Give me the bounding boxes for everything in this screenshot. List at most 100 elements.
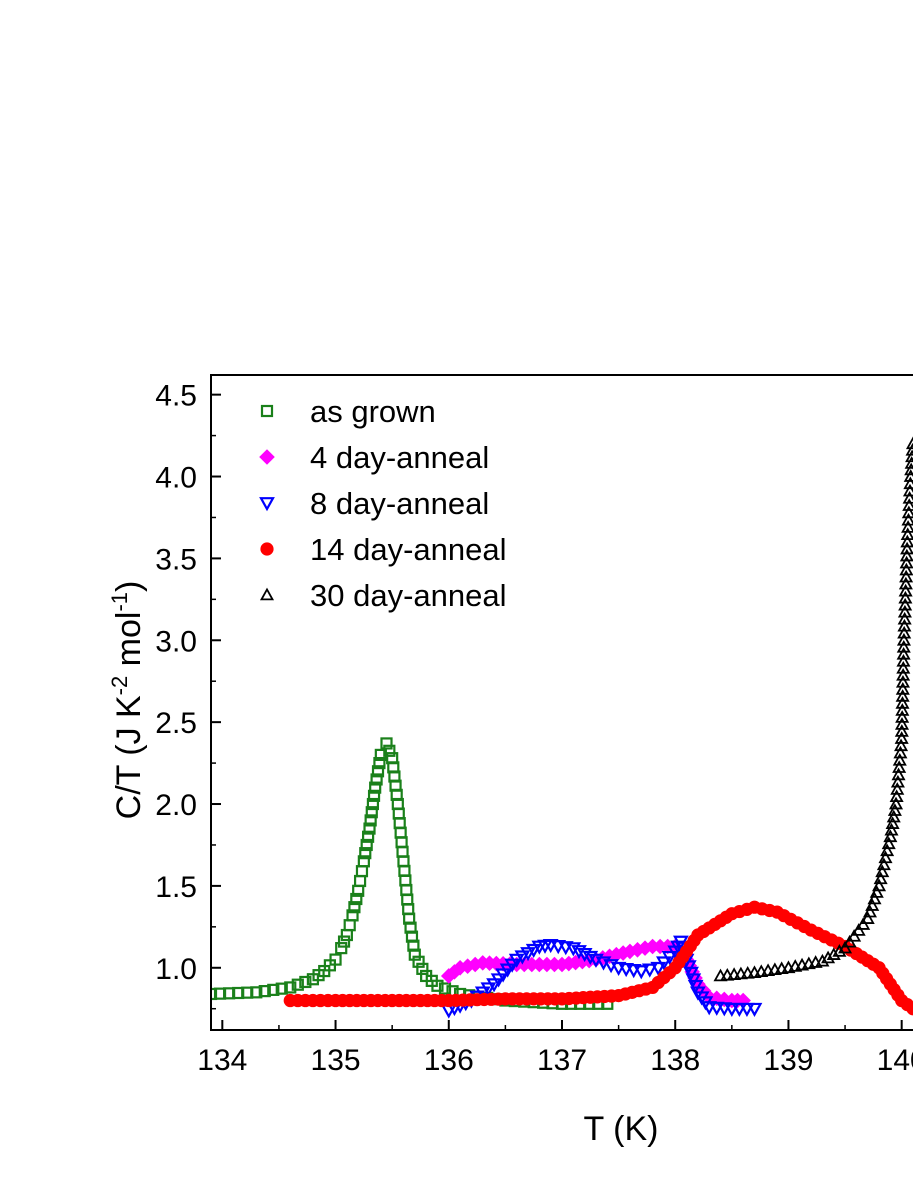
x-tick-label: 136: [424, 1044, 474, 1077]
data-point: [903, 476, 913, 490]
data-point: [739, 1002, 755, 1017]
data-point: [886, 809, 901, 823]
legend-label: 14 day-anneal: [310, 532, 507, 567]
data-point: [340, 928, 353, 942]
data-point: [383, 744, 396, 757]
data-point: [275, 982, 288, 995]
data-point: [898, 583, 913, 597]
y-axis-title-sup2: -1: [107, 592, 132, 612]
data-point: [881, 836, 896, 850]
x-tick-label: 139: [763, 1044, 813, 1077]
data-point: [284, 981, 297, 994]
data-point: [851, 923, 866, 936]
data-point: [343, 919, 356, 932]
data-point: [895, 682, 910, 695]
data-point: [905, 449, 913, 463]
data-point: [880, 843, 895, 857]
data-point: [897, 604, 912, 618]
data-point: [898, 576, 913, 590]
legend-item: 8 day-anneal: [259, 486, 489, 521]
data-point: [723, 1002, 740, 1017]
y-tick-label: 1.0: [155, 953, 197, 986]
data-point: [901, 512, 913, 526]
y-tick-label: 3.5: [155, 543, 197, 576]
x-tick-label: 137: [537, 1044, 587, 1077]
data-point: [876, 857, 891, 871]
data-point: [894, 717, 910, 730]
data-point: [890, 782, 905, 795]
data-point: [893, 745, 908, 759]
legend-marker: [259, 497, 275, 512]
data-point: [480, 982, 497, 997]
data-point: [362, 830, 375, 843]
data-point: [896, 646, 911, 660]
legend-item: 4 day-anneal: [259, 440, 489, 475]
data-point: [883, 829, 898, 843]
legend-label: 30 day-anneal: [310, 578, 507, 613]
data-point: [878, 850, 893, 864]
x-tick-label: 140: [877, 1044, 913, 1077]
data-point: [438, 982, 452, 995]
data-point: [832, 944, 847, 957]
legend-marker: [260, 542, 274, 556]
data-point: [353, 874, 367, 888]
series-30-day-anneal: [713, 436, 913, 982]
data-point: [366, 797, 380, 811]
y-axis-title: C/T (J K-2 mol-1): [107, 581, 148, 820]
data-point: [291, 978, 304, 991]
data-point: [865, 898, 880, 911]
data-point: [708, 990, 725, 1007]
data-point: [359, 847, 372, 860]
data-point: [869, 885, 884, 898]
data-point: [896, 660, 911, 674]
data-point: [821, 950, 836, 964]
y-axis-title-mid: mol: [110, 612, 148, 676]
data-point: [371, 765, 385, 778]
series-14-day-anneal: [283, 900, 913, 1016]
data-point: [687, 979, 704, 995]
data-point: [884, 822, 899, 836]
legend-marker: [259, 587, 275, 601]
data-point: [565, 942, 582, 957]
data-point: [656, 956, 672, 971]
y-axis-title-suffix: ): [110, 581, 148, 592]
data-point: [897, 611, 912, 625]
data-point: [904, 456, 913, 469]
data-point: [408, 948, 421, 961]
data-point: [896, 639, 911, 653]
data-point: [680, 960, 697, 975]
data-point: [896, 632, 911, 646]
data-point: [373, 756, 386, 770]
data-point: [416, 962, 429, 975]
y-tick-label: 2.5: [155, 707, 197, 740]
legend-item: 14 day-anneal: [260, 532, 507, 567]
data-point: [582, 950, 599, 965]
data-point: [576, 947, 593, 963]
data-point: [896, 653, 911, 667]
legend-label: 8 day-anneal: [310, 486, 489, 521]
data-point: [299, 975, 312, 989]
data-point: [267, 983, 280, 996]
data-point: [365, 806, 378, 819]
data-point: [367, 789, 381, 802]
data-point: [650, 961, 667, 977]
data-point: [906, 1002, 913, 1016]
data-point: [900, 527, 913, 541]
data-point: [897, 625, 912, 639]
axes: 134 135 136 137 138 139 140 1.0 1.5 2.0 2.5 3.0 3.5 4…: [155, 374, 913, 1077]
data-point: [888, 796, 904, 810]
data-point: [899, 562, 913, 576]
y-tick-label: 4.0: [155, 462, 197, 495]
data-point: [899, 555, 913, 569]
data-point: [355, 865, 369, 878]
data-point: [348, 901, 361, 914]
data-point: [842, 934, 857, 948]
data-point: [891, 767, 906, 781]
data-point: [895, 689, 910, 702]
data-point: [431, 979, 444, 992]
data-point: [746, 1002, 763, 1017]
data-point: [900, 534, 913, 548]
data-point: [357, 855, 370, 868]
data-point: [889, 789, 904, 803]
legend-label: as grown: [310, 394, 436, 429]
